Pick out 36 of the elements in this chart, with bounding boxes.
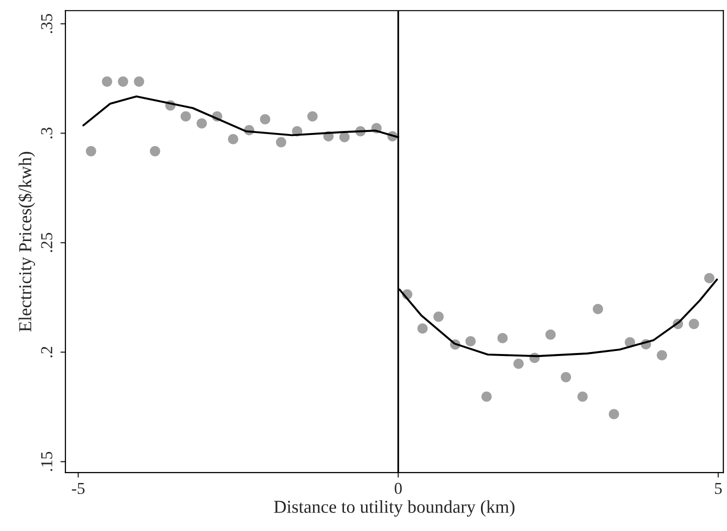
point bbox=[196, 118, 207, 129]
point bbox=[86, 146, 96, 156]
x-tick-label: -5 bbox=[72, 482, 85, 494]
y-tick-label: .35 bbox=[41, 14, 52, 34]
point bbox=[608, 408, 620, 420]
point bbox=[102, 76, 112, 87]
point bbox=[688, 318, 700, 330]
point bbox=[577, 391, 588, 402]
point bbox=[704, 273, 714, 284]
point bbox=[134, 76, 144, 87]
point bbox=[339, 132, 350, 142]
y-axis-title: Electricity Prices($/kwh) bbox=[18, 152, 36, 332]
y-tick-label: .15 bbox=[41, 452, 52, 471]
x-tick-label: 0 bbox=[394, 482, 402, 494]
point bbox=[481, 391, 492, 402]
point bbox=[497, 333, 508, 344]
point bbox=[260, 114, 270, 124]
x-axis-title: Distance to utility boundary (km) bbox=[274, 500, 514, 517]
point bbox=[150, 146, 160, 156]
point bbox=[417, 323, 428, 334]
x-tick-label: 5 bbox=[715, 482, 722, 494]
y-tick-label: .25 bbox=[41, 232, 52, 252]
point bbox=[656, 350, 668, 360]
y-tick-label: .2 bbox=[41, 346, 52, 358]
point bbox=[276, 137, 286, 148]
point bbox=[513, 358, 524, 369]
point bbox=[592, 304, 604, 314]
point bbox=[180, 111, 191, 122]
point bbox=[228, 134, 238, 144]
point bbox=[545, 330, 556, 340]
point bbox=[118, 76, 128, 87]
point bbox=[433, 312, 444, 322]
point bbox=[560, 372, 572, 382]
y-tick-label: .3 bbox=[41, 128, 52, 138]
point bbox=[307, 111, 318, 122]
point bbox=[465, 336, 476, 346]
